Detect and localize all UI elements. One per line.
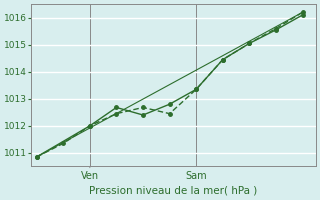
Text: Ven: Ven xyxy=(81,171,99,181)
X-axis label: Pression niveau de la mer( hPa ): Pression niveau de la mer( hPa ) xyxy=(90,186,258,196)
Text: Sam: Sam xyxy=(185,171,207,181)
